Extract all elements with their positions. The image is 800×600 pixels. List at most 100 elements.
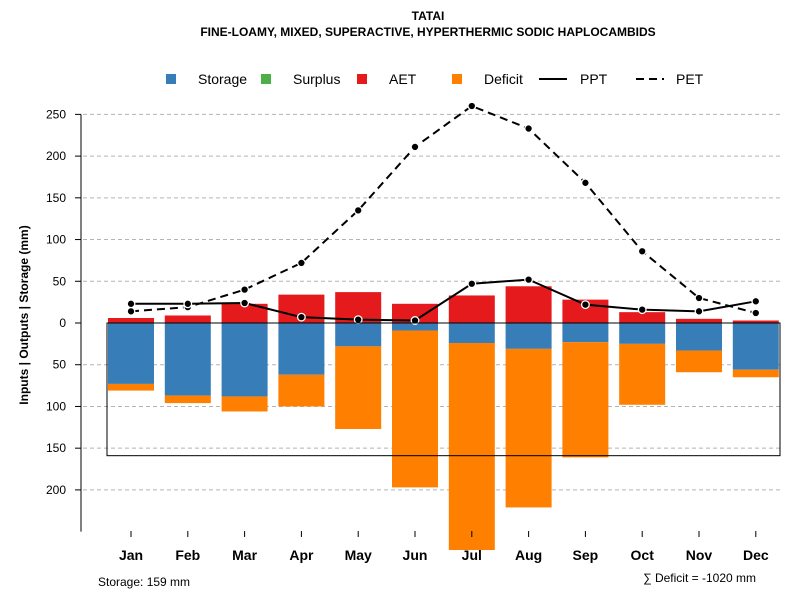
legend: Storage Surplus AET Deficit PPT PET bbox=[166, 71, 704, 87]
storage-bar-oct bbox=[619, 323, 666, 344]
ppt-point-nov bbox=[694, 306, 704, 316]
legend-label-storage: Storage bbox=[198, 71, 247, 87]
x-tick-label-oct: Oct bbox=[631, 547, 655, 563]
storage-bar-jun bbox=[392, 323, 438, 331]
storage-bar-sep bbox=[562, 323, 609, 343]
y-tick-label: 200 bbox=[46, 149, 66, 163]
storage-bar-nov bbox=[676, 323, 722, 351]
storage-bar-aug bbox=[505, 323, 552, 349]
aet-bar-jun bbox=[392, 303, 438, 323]
ppt-point-dec bbox=[751, 296, 761, 306]
x-tick-label-jan: Jan bbox=[119, 547, 143, 563]
pet-point-jun bbox=[410, 142, 420, 152]
pet-point-nov bbox=[694, 293, 704, 303]
chart-subtitle: FINE-LOAMY, MIXED, SUPERACTIVE, HYPERTHE… bbox=[200, 25, 655, 39]
aet-bar-oct bbox=[619, 312, 666, 323]
legend-label-aet: AET bbox=[389, 71, 417, 87]
x-tick-label-mar: Mar bbox=[232, 547, 257, 563]
pet-point-jan bbox=[126, 306, 136, 316]
legend-label-ppt: PPT bbox=[580, 71, 608, 87]
deficit-bar-apr bbox=[278, 374, 325, 407]
chart-title: TATAI bbox=[412, 9, 445, 23]
x-tick-label-dec: Dec bbox=[743, 547, 769, 563]
x-tick-label-sep: Sep bbox=[573, 547, 599, 563]
legend-key-deficit bbox=[452, 74, 462, 84]
y-tick-label: 50 bbox=[53, 274, 67, 288]
pet-point-dec bbox=[751, 308, 761, 318]
storage-bar-feb bbox=[164, 323, 211, 396]
bars bbox=[108, 286, 779, 550]
storage-capacity-box bbox=[106, 322, 781, 457]
deficit-bar-mar bbox=[221, 396, 268, 412]
y-tick-label: 150 bbox=[46, 191, 66, 205]
pet-point-oct bbox=[637, 246, 647, 256]
deficit-bar-may bbox=[335, 346, 382, 429]
aet-bar-mar bbox=[221, 303, 268, 323]
storage-note: Storage: 159 mm bbox=[98, 575, 190, 589]
y-tick-label: 100 bbox=[46, 399, 66, 413]
pet-point-sep bbox=[580, 178, 590, 188]
ppt-point-feb bbox=[183, 299, 193, 309]
legend-key-storage bbox=[166, 74, 176, 84]
pet-point-aug bbox=[524, 124, 534, 134]
ppt-line bbox=[131, 278, 756, 322]
pet-point-jul bbox=[467, 101, 477, 111]
ppt-point-jun bbox=[410, 316, 420, 325]
aet-bar-aug bbox=[505, 286, 552, 323]
ppt-point-sep bbox=[580, 300, 590, 310]
ppt-point-may bbox=[353, 315, 363, 325]
deficit-bar-feb bbox=[164, 395, 211, 404]
aet-bar-feb bbox=[164, 315, 211, 323]
deficit-bar-dec bbox=[732, 369, 779, 378]
aet-bar-nov bbox=[676, 318, 722, 323]
y-tick-label: 100 bbox=[46, 233, 66, 247]
x-tick-label-jul: Jul bbox=[462, 547, 482, 563]
deficit-bar-jun bbox=[392, 330, 438, 488]
x-tick-label-may: May bbox=[345, 547, 372, 563]
pet-line bbox=[130, 104, 757, 314]
deficit-note: ∑ Deficit = -1020 mm bbox=[643, 571, 756, 585]
y-tick-label: 250 bbox=[46, 107, 66, 121]
y-tick-label: 0 bbox=[59, 316, 66, 330]
y-tick-label: 50 bbox=[53, 358, 67, 372]
deficit-bar-sep bbox=[562, 342, 609, 458]
deficit-bar-jul bbox=[448, 343, 495, 550]
ppt-point-mar bbox=[240, 298, 250, 308]
deficit-bar-aug bbox=[505, 348, 552, 508]
y-axis-label: Inputs | Outputs | Storage (mm) bbox=[17, 225, 31, 404]
pet-point-mar bbox=[240, 285, 250, 295]
deficit-bar-jan bbox=[108, 383, 154, 391]
axes: 250 200 150 100 50 0 50 100 150 200 Jan Feb Mar Apr Ma… bbox=[46, 107, 781, 563]
deficit-bar-nov bbox=[676, 350, 722, 373]
ppt-point-aug bbox=[524, 275, 534, 285]
storage-bar-jan bbox=[108, 323, 154, 384]
x-tick-label-nov: Nov bbox=[686, 547, 713, 563]
x-tick-label-aug: Aug bbox=[515, 547, 542, 563]
aet-bar-jan bbox=[108, 317, 154, 323]
storage-bar-mar bbox=[221, 323, 268, 397]
ppt-point-apr bbox=[296, 312, 306, 322]
legend-label-surplus: Surplus bbox=[293, 71, 340, 87]
aet-bar-jul bbox=[448, 295, 495, 323]
pet-point-may bbox=[353, 205, 363, 215]
ppt-point-jan bbox=[126, 299, 136, 309]
x-tick-label-feb: Feb bbox=[175, 547, 200, 563]
aet-bar-dec bbox=[732, 320, 779, 323]
ppt-point-oct bbox=[637, 305, 647, 315]
legend-key-surplus bbox=[261, 74, 271, 84]
legend-key-aet bbox=[357, 74, 367, 84]
storage-bar-dec bbox=[732, 323, 779, 370]
deficit-bar-oct bbox=[619, 343, 666, 405]
series-lines bbox=[126, 101, 761, 325]
legend-label-pet: PET bbox=[676, 71, 704, 87]
x-tick-label-apr: Apr bbox=[289, 547, 314, 563]
y-tick-label: 200 bbox=[46, 483, 66, 497]
storage-bar-jul bbox=[448, 323, 495, 344]
legend-label-deficit: Deficit bbox=[484, 71, 523, 87]
pet-point-apr bbox=[296, 258, 306, 268]
ppt-point-jul bbox=[467, 279, 477, 289]
x-tick-label-jun: Jun bbox=[403, 547, 428, 563]
storage-bar-may bbox=[335, 323, 382, 347]
y-tick-label: 150 bbox=[46, 441, 66, 455]
